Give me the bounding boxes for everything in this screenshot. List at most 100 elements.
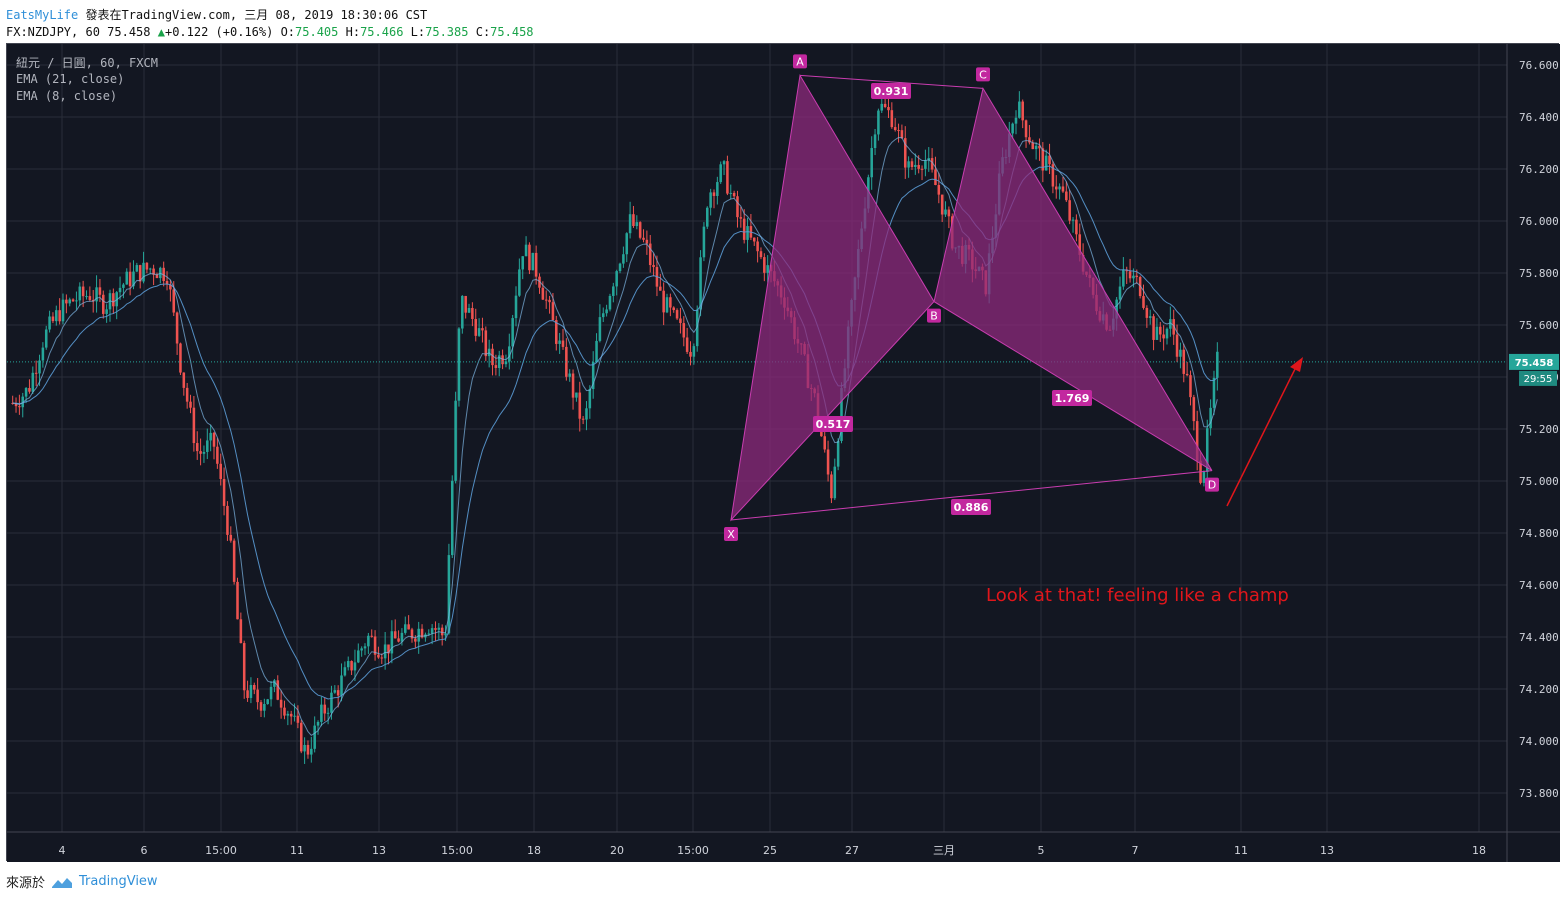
candle-body (1078, 234, 1082, 255)
candle-body (907, 161, 910, 168)
legend-ema-21[interactable]: EMA (21, close) (16, 72, 125, 86)
tradingview-brand[interactable]: TradingView (79, 874, 158, 889)
candle-body (253, 685, 256, 690)
candle-body (320, 704, 323, 722)
candle-body (58, 310, 61, 322)
pattern-ratio-badge (951, 499, 991, 515)
chart-pane[interactable]: 76.600 76.400 76.200 76.000 75.800 75.600 75.4… (6, 43, 1560, 862)
candle-body (645, 239, 649, 244)
candle-body (172, 289, 176, 313)
candle-body (222, 478, 226, 506)
candle-body (155, 274, 159, 279)
footer: 來源於 TradingView (6, 872, 158, 891)
candle-body (890, 110, 894, 128)
candle-body (1145, 307, 1149, 318)
candle-body (125, 271, 129, 285)
y-tick-label: 76.000 (1519, 215, 1559, 228)
legend-title: 紐元 / 日圓, 60, FXCM (16, 56, 158, 70)
x-tick-label: 18 (527, 844, 541, 857)
candle-body (1148, 316, 1152, 318)
candle-body (1034, 145, 1038, 150)
candle-body (1061, 186, 1065, 192)
candle-body (1209, 407, 1212, 429)
candle-body (659, 286, 662, 291)
candle-body (232, 540, 236, 582)
candle-body (524, 244, 528, 257)
x-tick-label: 13 (372, 844, 386, 857)
candle-body (669, 297, 672, 308)
candle-body (350, 661, 353, 671)
candle-body (595, 340, 598, 363)
pattern-point-label: X (727, 528, 735, 541)
candle-body (1065, 191, 1068, 201)
candle-body (1195, 421, 1199, 461)
candle-body (1189, 375, 1192, 398)
legend-ema-8[interactable]: EMA (8, close) (16, 89, 118, 103)
candle-body (578, 392, 582, 419)
candle-body (152, 268, 155, 275)
candle-body (709, 192, 712, 208)
candle-body (685, 337, 689, 352)
y-tick-label: 75.800 (1519, 267, 1559, 280)
candle-body (51, 316, 55, 322)
candle-body (618, 263, 622, 272)
candle-body (1128, 271, 1132, 279)
candle-body (357, 650, 360, 663)
close-label: C: (475, 25, 491, 39)
y-tick-label: 75.600 (1519, 319, 1559, 332)
candle-body (323, 704, 327, 714)
candle-body (1115, 299, 1118, 319)
candle-body (377, 654, 380, 658)
candle-body (1205, 428, 1209, 472)
candle-body (1031, 142, 1035, 150)
pattern-ratio-badge (813, 416, 853, 432)
candle-body (1216, 351, 1219, 378)
candle-body (303, 744, 306, 752)
candle-body (937, 185, 941, 195)
candle-body (568, 373, 571, 377)
candle-body (142, 262, 145, 282)
candle-body (732, 192, 736, 197)
author-name[interactable]: EatsMyLife (6, 8, 79, 22)
candle-body (873, 134, 877, 149)
candle-body (1044, 155, 1048, 171)
candle-body (410, 629, 414, 639)
candle-body (1159, 326, 1162, 335)
candle-body (306, 744, 310, 755)
x-tick-label: 7 (1132, 844, 1139, 857)
candle-body (313, 725, 316, 749)
candle-body (266, 699, 269, 704)
pattern-point-label: A (796, 55, 804, 68)
candle-body (138, 265, 142, 282)
candle-body (330, 692, 333, 713)
candle-body (310, 748, 313, 755)
candle-body (78, 286, 82, 301)
candle-body (68, 299, 71, 304)
candle-body (662, 290, 665, 313)
candle-body (477, 328, 481, 336)
candle-body (581, 418, 585, 420)
candle-body (632, 214, 635, 227)
y-tick-label: 74.800 (1519, 527, 1559, 540)
candle-body (625, 233, 629, 255)
pattern-line-ac (799, 74, 984, 89)
candle-body (236, 581, 239, 620)
candle-body (679, 318, 682, 324)
x-tick-label: 13 (1320, 844, 1334, 857)
candle-body (175, 312, 179, 344)
candle-body (14, 403, 18, 407)
candle-body (702, 226, 706, 258)
candle-body (501, 355, 504, 365)
candle-body (722, 161, 726, 165)
candle-body (471, 308, 474, 319)
pattern-point-label: C (979, 68, 987, 81)
chart-canvas[interactable]: 76.600 76.400 76.200 76.000 75.800 75.600 75.4… (7, 44, 1560, 862)
candle-body (434, 628, 437, 630)
candle-body (427, 633, 431, 635)
candle-body (135, 265, 139, 272)
candle-body (353, 662, 357, 671)
candle-body (360, 648, 363, 651)
pattern-point-badge (793, 54, 807, 69)
candle-body (491, 348, 494, 366)
candle-body (635, 222, 639, 227)
